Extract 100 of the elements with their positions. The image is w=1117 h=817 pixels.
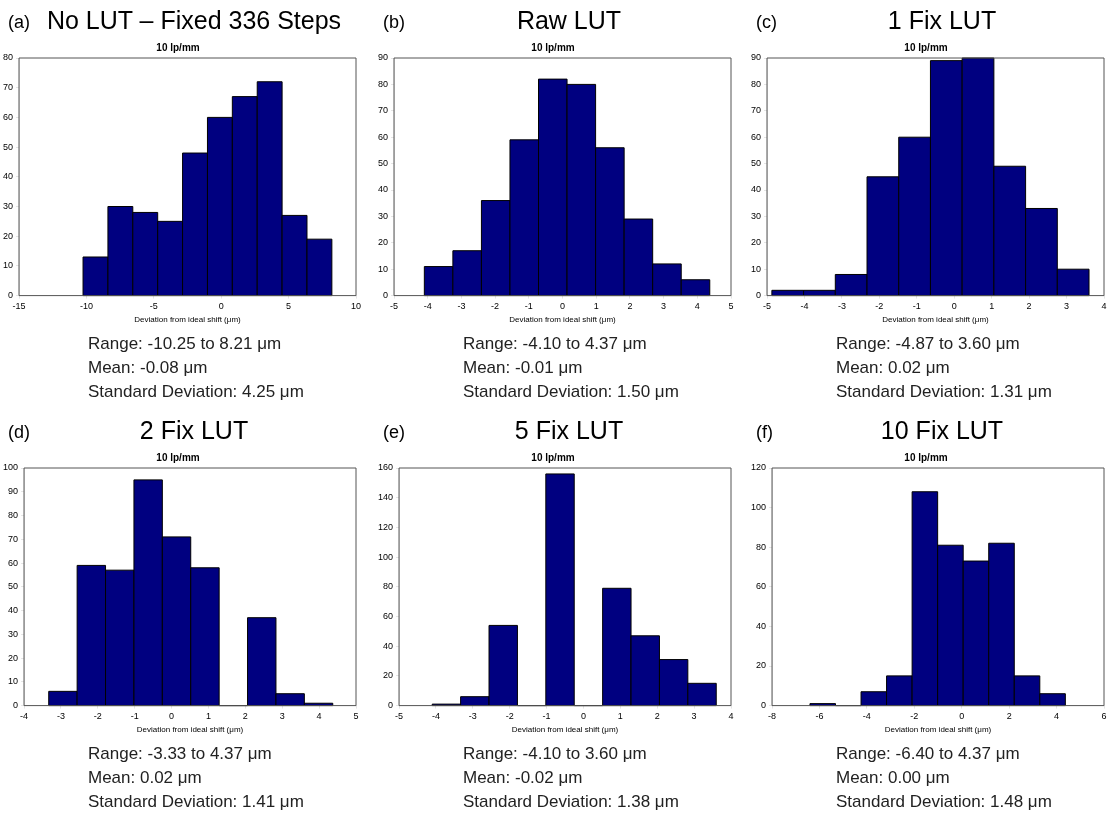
text: (a): [8, 12, 30, 33]
x-tick-label: 4: [1101, 301, 1107, 312]
y-tick-label: 40: [378, 184, 389, 195]
y-tick-label: 90: [751, 52, 762, 63]
x-tick-label: -1: [912, 301, 921, 312]
x-tick-label: 1: [617, 711, 623, 722]
x-tick-label: 4: [1054, 711, 1060, 722]
y-tick-label: 60: [8, 557, 19, 568]
y-tick-label: 80: [756, 541, 767, 552]
text: Standard Deviation: 1.38 μm: [463, 791, 679, 813]
y-tick-label: 70: [8, 533, 19, 544]
text: Mean: 0.00 μm: [836, 767, 951, 789]
x-tick-label: 0: [560, 301, 566, 312]
x-tick-label: -1: [542, 711, 551, 722]
y-tick-label: 0: [388, 700, 394, 711]
y-tick-label: 10: [3, 260, 14, 271]
x-tick-label: 3: [691, 711, 697, 722]
x-tick-label: -5: [763, 301, 772, 312]
x-tick-label: -2: [875, 301, 884, 312]
y-tick-label: 60: [3, 111, 14, 122]
y-tick-label: 70: [751, 105, 762, 116]
text: Range: -3.33 to 4.37 μm: [88, 743, 273, 765]
y-tick-label: 160: [377, 462, 394, 473]
y-tick-label: 0: [13, 700, 19, 711]
y-tick-label: 20: [378, 237, 389, 248]
chart-subtitle: 10 lp/mm: [156, 41, 200, 53]
x-tick-label: -5: [149, 301, 158, 312]
x-tick-label: 5: [353, 711, 359, 722]
text: Range: -4.87 to 3.60 μm: [836, 333, 1021, 355]
text: Standard Deviation: 1.31 μm: [836, 381, 1052, 403]
x-tick-label: 0: [218, 301, 224, 312]
text: Range: -4.10 to 4.37 μm: [463, 333, 648, 355]
x-axis-title: Deviation from ideal shift (μm): [511, 725, 619, 735]
y-tick-label: 20: [383, 670, 394, 681]
x-axis-title: Deviation from ideal shift (μm): [134, 315, 242, 325]
x-tick-label: 4: [694, 301, 700, 312]
x-tick-label: -4: [862, 711, 871, 722]
y-tick-label: 20: [8, 652, 19, 663]
x-tick-label: 3: [661, 301, 667, 312]
text: Standard Deviation: 1.48 μm: [836, 791, 1052, 813]
y-tick-label: 0: [383, 290, 389, 301]
x-tick-label: 5: [286, 301, 292, 312]
y-tick-label: 0: [756, 290, 762, 301]
text: Mean: -0.02 μm: [463, 767, 584, 789]
x-tick-label: -5: [395, 711, 404, 722]
y-tick-label: 80: [3, 52, 14, 63]
text: (b): [383, 12, 405, 33]
x-tick-label: 2: [242, 711, 248, 722]
text: Standard Deviation: 1.50 μm: [463, 381, 679, 403]
y-tick-label: 60: [756, 581, 767, 592]
chart-title: 2 Fix LUT: [139, 416, 249, 444]
x-tick-label: -8: [768, 711, 777, 722]
chart-title: No LUT – Fixed 336 Steps: [46, 6, 342, 34]
text: Standard Deviation: 4.25 μm: [88, 381, 304, 403]
text: Mean: -0.08 μm: [88, 357, 209, 379]
y-tick-label: 40: [8, 605, 19, 616]
chart-subtitle: 10 lp/mm: [531, 41, 575, 53]
y-tick-label: 40: [756, 620, 767, 631]
x-tick-label: 2: [1006, 711, 1012, 722]
x-tick-label: 0: [951, 301, 957, 312]
y-tick-label: 40: [383, 640, 394, 651]
x-axis-title: Deviation from ideal shift (μm): [136, 725, 244, 735]
x-tick-label: 4: [728, 711, 734, 722]
y-tick-label: 80: [751, 78, 762, 89]
x-tick-label: 1: [593, 301, 599, 312]
y-tick-label: 20: [751, 237, 762, 248]
x-tick-label: -3: [468, 711, 477, 722]
text: Range: -4.10 to 3.60 μm: [463, 743, 648, 765]
x-tick-label: -4: [431, 711, 440, 722]
y-tick-label: 30: [3, 200, 14, 211]
y-tick-label: 60: [378, 131, 389, 142]
x-tick-label: 3: [279, 711, 285, 722]
y-tick-label: 50: [751, 158, 762, 169]
x-tick-label: 6: [1101, 711, 1107, 722]
x-tick-label: -2: [505, 711, 514, 722]
x-tick-label: -10: [79, 301, 93, 312]
x-axis-title: Deviation from ideal shift (μm): [882, 315, 990, 325]
x-axis-title: Deviation from ideal shift (μm): [509, 315, 617, 325]
y-tick-label: 40: [751, 184, 762, 195]
y-tick-label: 100: [377, 551, 394, 562]
y-tick-label: 100: [750, 502, 767, 513]
x-tick-label: 3: [1064, 301, 1070, 312]
text: (d): [8, 422, 30, 443]
chart-subtitle: 10 lp/mm: [904, 451, 948, 463]
x-tick-label: -2: [93, 711, 102, 722]
text: Mean: -0.01 μm: [463, 357, 584, 379]
y-tick-label: 60: [751, 131, 762, 142]
chart-title: 1 Fix LUT: [887, 6, 997, 34]
y-tick-label: 30: [378, 210, 389, 221]
chart-title: 5 Fix LUT: [514, 416, 624, 444]
x-tick-label: -4: [423, 301, 432, 312]
x-tick-label: 10: [350, 301, 362, 312]
x-tick-label: 2: [1026, 301, 1032, 312]
text: Mean: 0.02 μm: [836, 357, 951, 379]
x-tick-label: -15: [12, 301, 26, 312]
x-tick-label: 4: [316, 711, 322, 722]
text: (f): [756, 422, 773, 443]
y-tick-label: 140: [377, 492, 394, 503]
y-tick-label: 50: [3, 141, 14, 152]
text: (e): [383, 422, 405, 443]
